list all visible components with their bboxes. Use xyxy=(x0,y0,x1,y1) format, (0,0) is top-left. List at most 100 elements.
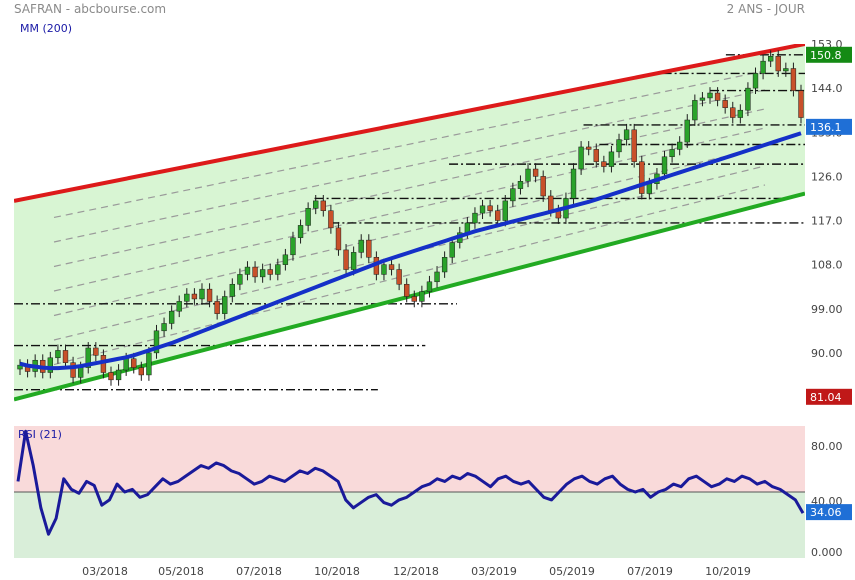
candle-body xyxy=(525,168,531,182)
candle-body xyxy=(93,347,99,356)
trend-channel-fill xyxy=(14,44,805,400)
date-tick-label: 03/2018 xyxy=(82,565,128,578)
rsi-line xyxy=(16,429,805,536)
candle-body xyxy=(146,352,152,376)
candle-body xyxy=(275,264,281,275)
date-tick-label: 05/2018 xyxy=(158,565,204,578)
date-tick-label: 10/2018 xyxy=(314,565,360,578)
candle-body xyxy=(161,323,167,332)
candle-body xyxy=(631,129,637,162)
candle-body xyxy=(517,181,524,189)
candle-body xyxy=(184,293,190,302)
candle-body xyxy=(487,205,493,211)
candle-body xyxy=(229,283,235,297)
candle-body xyxy=(790,68,797,91)
candle-body xyxy=(123,358,129,371)
channel-dashed-line xyxy=(53,70,766,219)
candle-body xyxy=(252,266,258,278)
candle-body xyxy=(199,288,205,300)
candle-body xyxy=(502,200,508,221)
date-tick-label: 05/2019 xyxy=(549,565,595,578)
price-tick-label: 99.00 xyxy=(811,303,843,316)
candle-body xyxy=(548,195,554,211)
candle-body xyxy=(677,141,683,150)
price-tick-label: 108.0 xyxy=(811,259,843,272)
candle-body xyxy=(623,129,630,140)
candle-body xyxy=(540,176,546,197)
candle-body xyxy=(222,296,228,314)
candle-body xyxy=(70,362,76,378)
candle-body xyxy=(85,347,91,368)
candle-body xyxy=(646,183,653,194)
lower-trend-line xyxy=(14,191,805,402)
candle-body xyxy=(692,100,698,121)
candle-body xyxy=(578,146,584,170)
rsi-overbought-band xyxy=(14,426,805,492)
last-price-badge-box xyxy=(806,118,852,135)
candle-body xyxy=(737,109,744,118)
candle-body xyxy=(434,271,440,283)
candle-body xyxy=(206,288,213,302)
candle-body xyxy=(108,372,114,381)
candle-body xyxy=(495,210,501,221)
candle-body xyxy=(214,301,220,314)
candle-body xyxy=(168,310,175,324)
rsi-oversold-band xyxy=(14,492,805,558)
candle-body xyxy=(77,367,84,378)
date-tick-label: 10/2019 xyxy=(705,565,751,578)
candle-body xyxy=(441,257,448,273)
date-tick-label: 07/2018 xyxy=(236,565,282,578)
candle-body xyxy=(783,68,789,72)
candle-body xyxy=(335,227,342,251)
candle-body xyxy=(358,239,364,253)
channel-dashed-line xyxy=(53,108,766,268)
candle-body xyxy=(570,168,577,199)
candle-body xyxy=(153,330,160,354)
candle-body xyxy=(244,266,251,275)
candle-body xyxy=(343,249,349,270)
candle-body xyxy=(313,200,319,209)
candle-body xyxy=(616,139,622,153)
candle-body xyxy=(699,97,706,101)
candle-body xyxy=(320,200,326,211)
channel-dashed-line xyxy=(53,184,766,366)
candle-body xyxy=(290,237,296,256)
candle-body xyxy=(714,92,721,101)
candle-body xyxy=(472,212,478,224)
candle-body xyxy=(639,161,645,194)
rsi-tick-label: 80.00 xyxy=(811,440,843,453)
candle-body xyxy=(510,188,516,202)
price-tick-label: 126.0 xyxy=(811,170,843,183)
candle-body xyxy=(532,168,539,177)
candle-body xyxy=(191,293,198,300)
candle-body xyxy=(479,205,486,214)
last-price-badge-text: 136.1 xyxy=(810,121,842,134)
moving-average-label: MM (200) xyxy=(20,22,73,35)
rsi-label: RSI (21) xyxy=(18,428,62,441)
candle-body xyxy=(138,367,144,376)
candle-body xyxy=(350,252,357,270)
candle-body xyxy=(608,151,615,167)
candle-body xyxy=(305,207,311,226)
candle-body xyxy=(259,269,266,278)
price-tick-label: 117.0 xyxy=(811,215,843,228)
rsi-tick-label: 0.000 xyxy=(811,546,843,559)
candle-body xyxy=(282,254,289,265)
candle-body xyxy=(388,264,395,270)
candle-body xyxy=(684,119,690,143)
low-price-badge-text: 81.04 xyxy=(810,391,842,404)
candle-body xyxy=(593,149,599,162)
candle-body xyxy=(297,225,304,238)
high-price-badge-box xyxy=(806,46,852,63)
candle-body xyxy=(798,90,804,118)
candle-body xyxy=(707,92,713,99)
candle-body xyxy=(767,56,774,62)
upper-trend-line xyxy=(14,44,805,203)
candle-body xyxy=(411,296,417,302)
high-price-badge-text: 150.8 xyxy=(810,49,842,62)
candle-body xyxy=(669,149,675,158)
candle-body xyxy=(47,357,54,373)
candle-body xyxy=(730,107,736,118)
